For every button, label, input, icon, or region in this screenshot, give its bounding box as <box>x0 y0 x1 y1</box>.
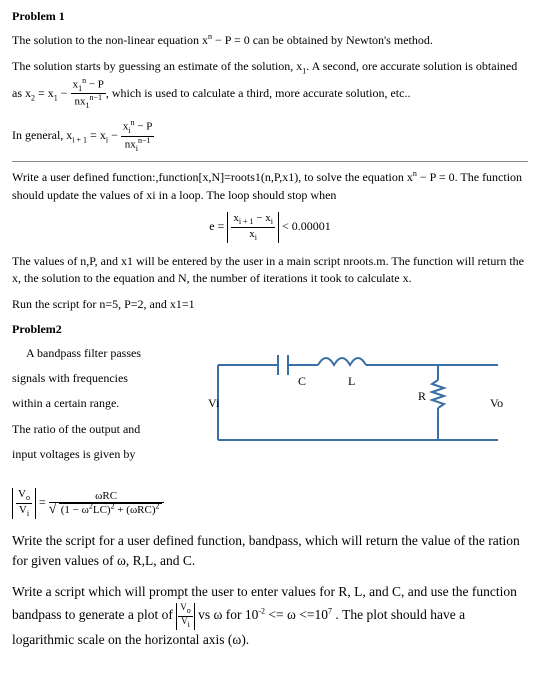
text: The solution to the non-linear equation <box>12 33 202 47</box>
p2-write-script: Write a script which will prompt the use… <box>12 582 528 650</box>
t1: A bandpass filter passes <box>26 345 192 362</box>
sub: 1 <box>85 101 89 110</box>
text: Write a user defined function:,function[… <box>12 170 413 184</box>
sub-o: o <box>187 606 191 615</box>
t2: signals with frequencies <box>12 370 192 387</box>
label-vo: Vo <box>490 396 503 410</box>
label-r: R <box>418 389 426 403</box>
circuit-diagram: Vi C L R Vo <box>198 345 528 472</box>
v: V <box>18 488 26 500</box>
text: In general, x <box>12 128 72 142</box>
minus-x: − x <box>254 212 271 224</box>
text: vs ω for 10 <box>198 608 258 623</box>
exp: n−1 <box>89 93 102 102</box>
sub: i <box>271 217 273 226</box>
text: − <box>108 128 121 142</box>
p1-general: In general, xi + 1 = xi − xin − P nxin−1 <box>12 119 528 153</box>
text: <= ω <=10 <box>265 608 328 623</box>
text: − P = 0 can be obtained by Newton's meth… <box>212 33 433 47</box>
p1-run: Run the script for n=5, P=2, and x1=1 <box>12 296 528 313</box>
bandpass-circuit-svg: Vi C L R Vo <box>198 345 518 455</box>
exp: n−1 <box>138 136 151 145</box>
sub-o: o <box>26 493 30 502</box>
text: The solution starts by guessing an estim… <box>12 59 302 73</box>
fraction-1: x1n − P nx1n−1 <box>71 77 106 111</box>
sub-i: i <box>27 509 29 518</box>
text: − <box>58 86 71 100</box>
minus-p: − P <box>86 78 104 90</box>
minus-p: − P <box>135 121 153 133</box>
label-vi: Vi <box>208 396 220 410</box>
p1-intro: The solution to the non-linear equation … <box>12 31 528 49</box>
text: , which is used to calculate a third, mo… <box>106 86 411 100</box>
fraction-2: xin − P nxin−1 <box>121 119 155 153</box>
rad-a: (1 − ω <box>61 504 89 516</box>
exp: 2 <box>156 502 160 511</box>
error-equation: e = xi + 1 − xi xi < 0.00001 <box>12 212 528 243</box>
sub: i <box>255 233 257 242</box>
problem1-heading: Problem 1 <box>12 8 528 25</box>
p2-write-function: Write the script for a user defined func… <box>12 531 528 573</box>
text: = x <box>35 86 54 100</box>
nx: nx <box>125 138 136 150</box>
equals: = <box>39 495 49 509</box>
p1-write-function: Write a user defined function:,function[… <box>12 161 528 204</box>
numerator: ωRC <box>49 490 164 503</box>
t3: within a certain range. <box>12 395 192 412</box>
transfer-function-eq: Vo Vi = ωRC (1 − ω2LC)2 + (ωRC)2 <box>12 488 528 519</box>
sub: i <box>128 126 130 135</box>
v: V <box>19 504 27 516</box>
exp: -2 <box>258 607 265 616</box>
problem2-text-column: A bandpass filter passes signals with fr… <box>12 345 192 472</box>
rhs: < 0.00001 <box>282 219 331 233</box>
p1-newton-step: The solution starts by guessing an estim… <box>12 58 528 111</box>
label-l: L <box>348 374 355 388</box>
rad-b: LC) <box>93 504 111 516</box>
t5: input voltages is given by <box>12 446 192 463</box>
nx: nx <box>74 96 85 108</box>
sub: i + 1 <box>239 217 254 226</box>
problem2-heading: Problem2 <box>12 321 528 338</box>
rad-c: + (ωRC) <box>115 504 156 516</box>
p1-values: The values of n,P, and x1 will be entere… <box>12 253 528 288</box>
t4: The ratio of the output and <box>12 421 192 438</box>
sub-i: i <box>188 620 190 629</box>
sub: i + 1 <box>72 135 87 144</box>
e-eq: e = <box>209 219 227 233</box>
text: = x <box>87 128 106 142</box>
label-c: C <box>298 374 306 388</box>
problem2-row: A bandpass filter passes signals with fr… <box>12 345 528 472</box>
